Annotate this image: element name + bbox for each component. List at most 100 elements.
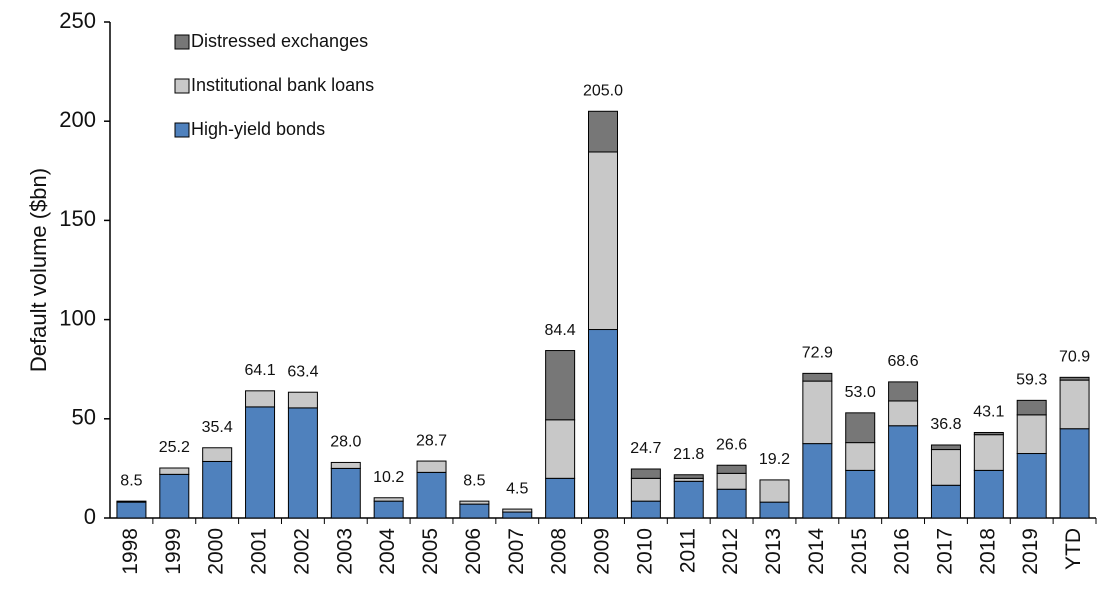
total-label: 43.1 [973,404,1004,421]
bar-segment [159,467,190,475]
total-label: 70.9 [1059,349,1090,366]
bar-segment [673,480,704,519]
y-tick-label: 250 [59,8,96,33]
legend-swatch [174,78,190,94]
bar-segment [630,468,661,479]
bar-segment [930,449,961,486]
x-tick-label: 2002 [290,528,313,575]
bar-segment [459,503,490,519]
x-tick-label: 2000 [205,528,228,575]
bar-segment [287,391,318,409]
y-tick-label: 50 [72,405,96,430]
bar-segment [888,381,919,402]
bar-segment [845,442,876,471]
bar-segment [1059,376,1090,381]
bar-segment [845,412,876,444]
total-label: 64.1 [244,362,275,379]
bar-segment [330,467,361,519]
total-label: 28.7 [416,432,447,449]
y-tick-label: 150 [59,206,96,231]
bar-segment [1016,399,1047,416]
bar-segment [159,473,190,519]
total-label: 53.0 [845,384,876,401]
x-tick-label: 2003 [333,528,356,575]
total-label: 35.4 [202,419,233,436]
bar-segment [716,488,747,519]
bar-segment [459,500,490,505]
x-tick-label: 2018 [976,528,999,575]
x-tick-label: 2013 [762,528,785,575]
bar-segment [502,511,533,519]
bar-segment [245,390,276,408]
x-tick-label: 2001 [248,528,271,575]
bar-segment [888,425,919,519]
bar-segment [802,372,833,382]
total-label: 26.6 [716,436,747,453]
y-tick-label: 100 [59,305,96,330]
x-tick-label: 2008 [548,528,571,575]
bar-segment [502,508,533,513]
bar-segment [202,460,233,519]
total-label: 72.9 [802,345,833,362]
x-tick-label: 2015 [848,528,871,575]
total-label: 10.2 [373,469,404,486]
total-label: 205.0 [583,82,623,99]
bar-segment [759,501,790,519]
x-tick-label: 2007 [505,528,528,575]
total-label: 84.4 [545,322,576,339]
bar-segment [716,464,747,474]
bar-segment [973,469,1004,519]
legend-label: Institutional bank loans [191,75,374,95]
x-tick-label: 2019 [1019,528,1042,575]
legend-label: Distressed exchanges [191,31,368,51]
bar-segment [1059,379,1090,430]
total-label: 25.2 [159,439,190,456]
bar-segment [973,434,1004,471]
bar-segment [588,151,618,331]
bar-segment [545,477,576,519]
bar-segment [845,469,876,519]
total-label: 28.0 [330,434,361,451]
x-tick-label: 2005 [419,528,442,575]
bar-segment [202,447,233,462]
bar-segment [888,400,919,427]
bar-segment [588,110,618,153]
total-label: 59.3 [1016,372,1047,389]
bar-segment [973,431,1004,436]
legend-swatch [174,122,190,138]
bar-segment [116,500,147,503]
bar-segment [545,419,576,479]
total-label: 8.5 [463,472,485,489]
x-tick-label: 1998 [119,528,142,575]
x-tick-label: 2010 [633,528,656,575]
legend-label: High-yield bonds [191,119,325,139]
bar-segment [673,474,704,479]
total-label: 24.7 [630,440,661,457]
bar-segment [330,461,361,469]
x-tick-label: 2004 [376,528,399,575]
x-tick-label: 2009 [591,528,614,575]
bar-segment [930,484,961,519]
bar-segment [930,444,961,451]
bar-segment [1059,428,1090,519]
total-label: 4.5 [506,480,528,497]
x-tick-label: 1999 [162,528,185,575]
y-axis-title: Default volume ($bn) [26,168,51,372]
y-tick-label: 0 [84,504,96,529]
total-label: 68.6 [888,353,919,370]
x-tick-label: 2006 [462,528,485,575]
x-tick-label: 2014 [805,528,828,575]
bar-segment [1016,453,1047,519]
total-label: 19.2 [759,451,790,468]
bar-segment [630,477,661,502]
bar-segment [116,501,147,519]
total-label: 63.4 [287,363,318,380]
legend-swatch [174,34,190,50]
bar-segment [245,406,276,519]
x-tick-label: 2017 [934,528,957,575]
bar-segment [802,380,833,445]
total-label: 21.8 [673,446,704,463]
x-tick-label: 2011 [676,528,699,573]
bar-segment [1016,414,1047,455]
